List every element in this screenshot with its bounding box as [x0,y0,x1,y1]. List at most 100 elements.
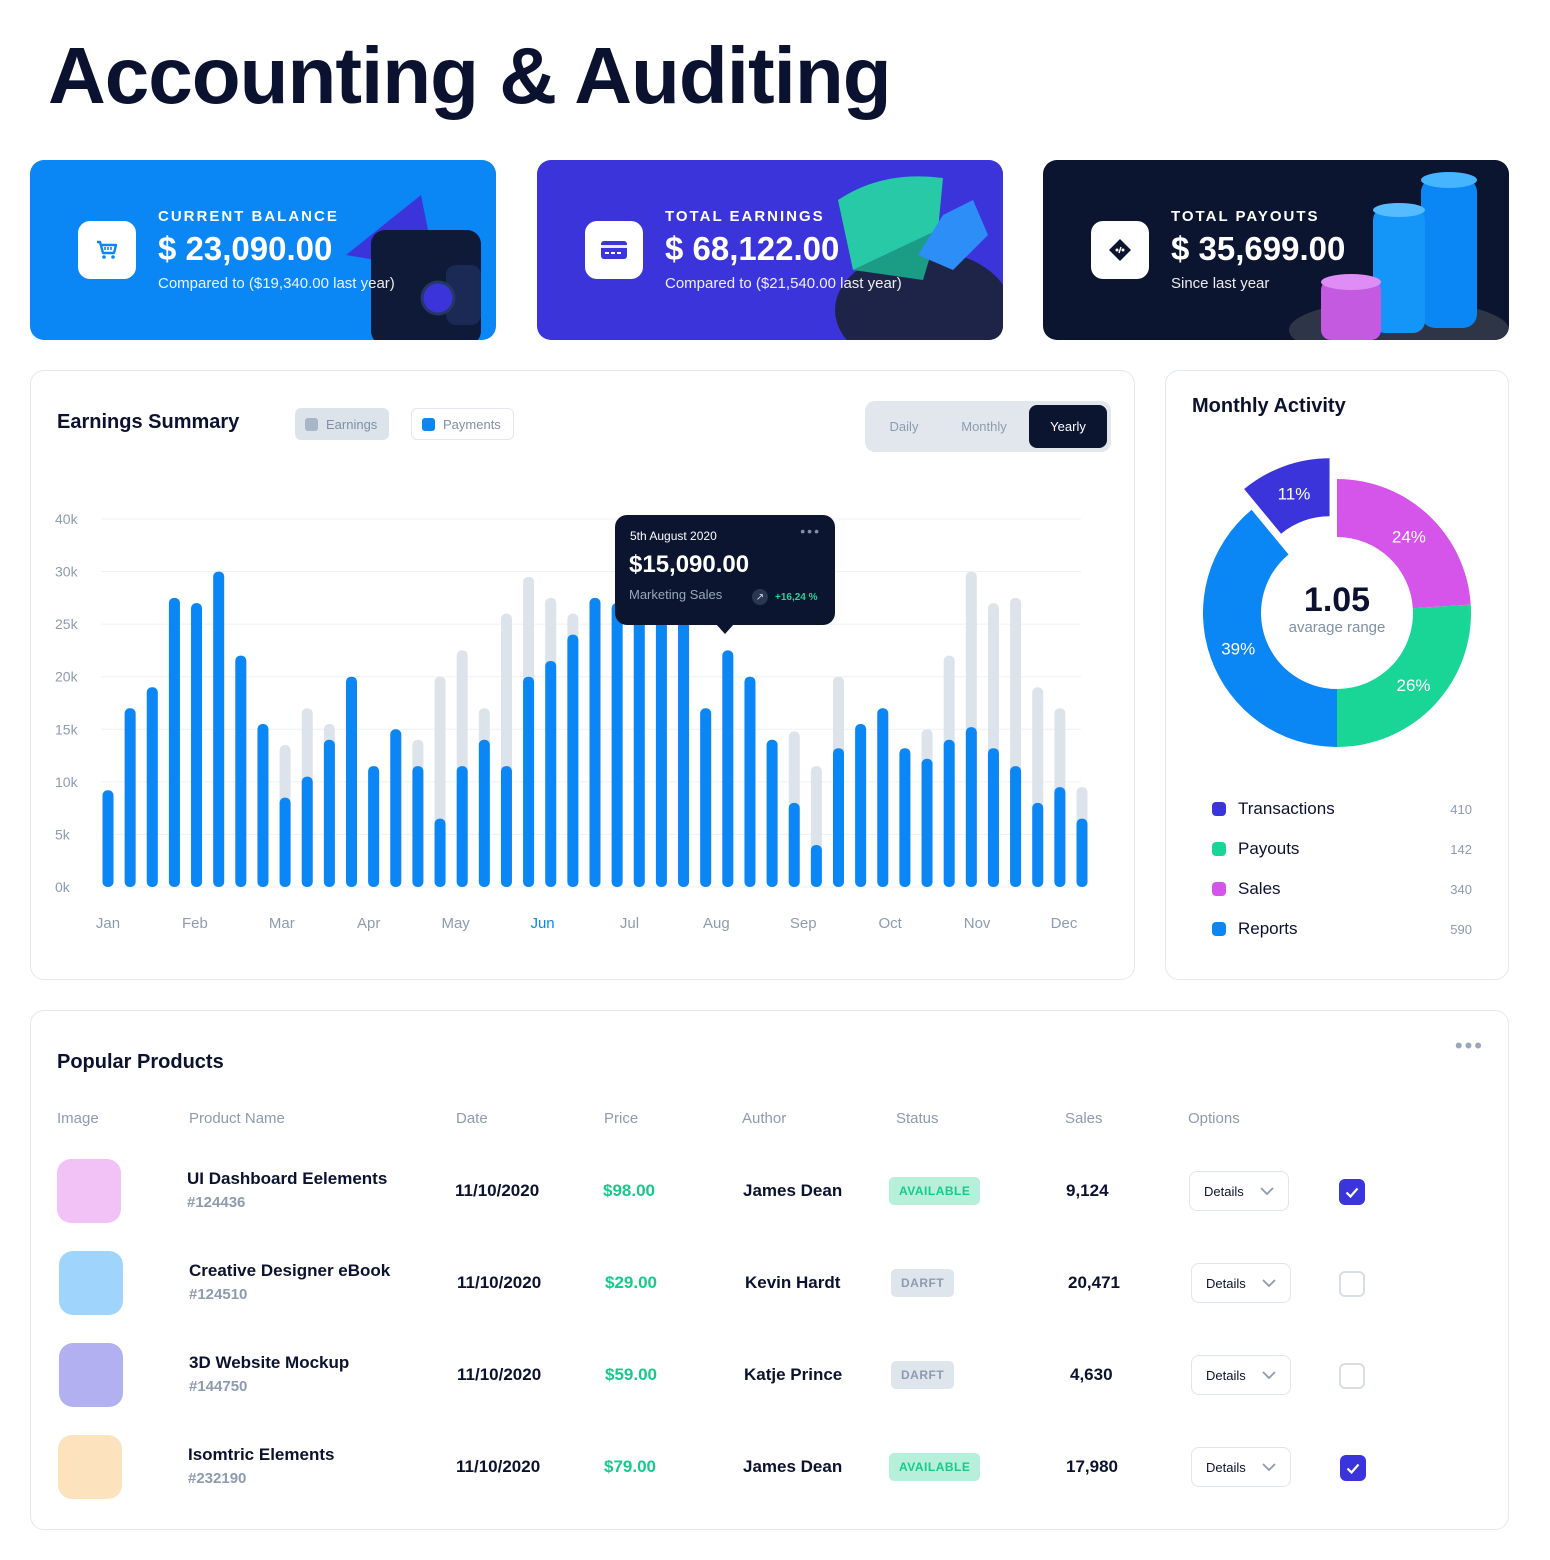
payments-bar [279,797,291,887]
payments-bar [700,708,712,887]
chevron-down-icon [1260,1187,1274,1195]
legend-earnings[interactable]: Earnings [295,408,390,440]
header-image: Image [57,1110,99,1127]
row-checkbox[interactable] [1339,1179,1365,1205]
payments-bar [235,655,247,887]
reports-swatch [1212,922,1226,936]
product-thumbnail [59,1343,123,1407]
activity-item-label: Sales [1238,879,1281,898]
table-row[interactable]: Isomtric Elements #232190 11/10/2020 $79… [31,1435,1510,1499]
period-toggle: Daily Monthly Yearly [865,401,1111,452]
pie-chart-illustration [835,176,1003,340]
earnings-summary-title: Earnings Summary [57,411,240,433]
product-name: Isomtric Elements [188,1445,335,1464]
product-price: $98.00 [603,1181,655,1200]
cart-icon [78,221,136,279]
tab-monthly[interactable]: Monthly [961,419,1007,434]
payments-bar [567,634,579,887]
donut-slice-reports [1203,509,1337,747]
x-tick-label: Mar [269,915,295,932]
row-checkbox[interactable] [1339,1271,1365,1297]
product-price: $79.00 [604,1457,656,1476]
details-dropdown[interactable]: Details [1191,1447,1291,1487]
card-subtext: Since last year [1171,275,1270,292]
x-tick-label: Nov [964,915,991,932]
payments-bar [855,724,867,887]
payments-bar [678,597,690,887]
product-sales: 9,124 [1066,1181,1109,1200]
donut-slice-sales [1337,479,1471,609]
product-id: #144750 [189,1378,248,1395]
activity-item-value: 340 [1450,881,1472,897]
x-tick-label: Sep [790,915,817,932]
donut-slice-label: 26% [1397,676,1431,695]
product-name: UI Dashboard Eelements [187,1169,388,1188]
activity-item-value: 410 [1450,801,1472,817]
activity-item-label: Reports [1238,919,1298,938]
row-checkbox[interactable] [1340,1455,1366,1481]
payments-bar [456,766,468,887]
current-balance-card[interactable]: CURRENT BALANCE $ 23,090.00 Compared to … [30,160,496,340]
activity-item-value: 142 [1450,841,1472,857]
product-sales: 20,471 [1068,1273,1120,1292]
x-tick-label: Jul [620,915,639,932]
popular-products-panel: Popular Products ••• Image Product Name … [30,1010,1509,1530]
table-row[interactable]: 3D Website Mockup #144750 11/10/2020 $59… [31,1343,1510,1407]
payments-bar [368,766,380,887]
payments-bar [1032,802,1044,887]
row-checkbox[interactable] [1339,1363,1365,1389]
monthly-activity-title: Monthly Activity [1192,395,1346,417]
total-earnings-card[interactable]: TOTAL EARNINGS $ 68,122.00 Compared to (… [537,160,1003,340]
payments-bar [191,603,203,887]
payments-bar [655,597,667,887]
legend-payments[interactable]: Payments [411,408,514,440]
x-tick-label: Feb [182,915,208,932]
payments-bar [434,818,446,887]
product-id: #232190 [188,1470,247,1487]
payments-bar [1054,787,1066,887]
product-thumbnail [58,1435,122,1499]
details-dropdown[interactable]: Details [1191,1355,1291,1395]
x-tick-label: May [441,915,470,932]
product-author: James Dean [743,1181,843,1200]
tab-daily[interactable]: Daily [889,419,919,434]
payments-bar [102,790,114,887]
donut-center-label: avarage range [1288,619,1386,636]
activity-item-label: Transactions [1238,799,1335,818]
payments-bar [168,597,180,887]
tooltip-more-icon[interactable]: ••• [800,523,821,539]
wallet-illustration [346,195,481,340]
product-sales: 4,630 [1070,1365,1113,1384]
activity-item-reports: Reports 590 [1212,917,1472,941]
product-date: 11/10/2020 [456,1457,541,1476]
payments-bar [633,603,645,887]
payments-bar [611,603,623,887]
table-row[interactable]: UI Dashboard Eelements #124436 11/10/202… [31,1159,1510,1223]
card-label: TOTAL EARNINGS [665,208,825,225]
earnings-swatch [305,417,318,431]
more-options-icon[interactable]: ••• [1454,1033,1484,1058]
details-dropdown[interactable]: Details [1191,1263,1291,1303]
total-payouts-card[interactable]: TOTAL PAYOUTS $ 35,699.00 Since last yea… [1043,160,1509,340]
payments-bar [1076,818,1088,887]
details-dropdown[interactable]: Details [1189,1171,1289,1211]
payments-bar [124,708,136,887]
y-tick-label: 30k [55,564,79,580]
details-label: Details [1206,1459,1246,1475]
chart-tooltip: 5th August 2020 ••• $15,090.00 Marketing… [615,515,835,634]
details-label: Details [1204,1183,1244,1199]
payments-bar [390,729,402,887]
x-tick-label: Dec [1051,915,1078,932]
payments-bar [899,748,911,887]
payments-bar [523,676,535,887]
chevron-down-icon [1262,1279,1276,1287]
payments-bar [788,802,800,887]
payments-bar [810,844,822,887]
y-tick-label: 20k [55,669,79,685]
table-row[interactable]: Creative Designer eBook #124510 11/10/20… [31,1251,1510,1315]
card-subtext: Compared to ($19,340.00 last year) [158,275,395,292]
payments-bar [589,597,601,887]
payments-bar [722,650,734,887]
tab-yearly[interactable]: Yearly [1029,405,1107,448]
header-author: Author [742,1110,787,1127]
